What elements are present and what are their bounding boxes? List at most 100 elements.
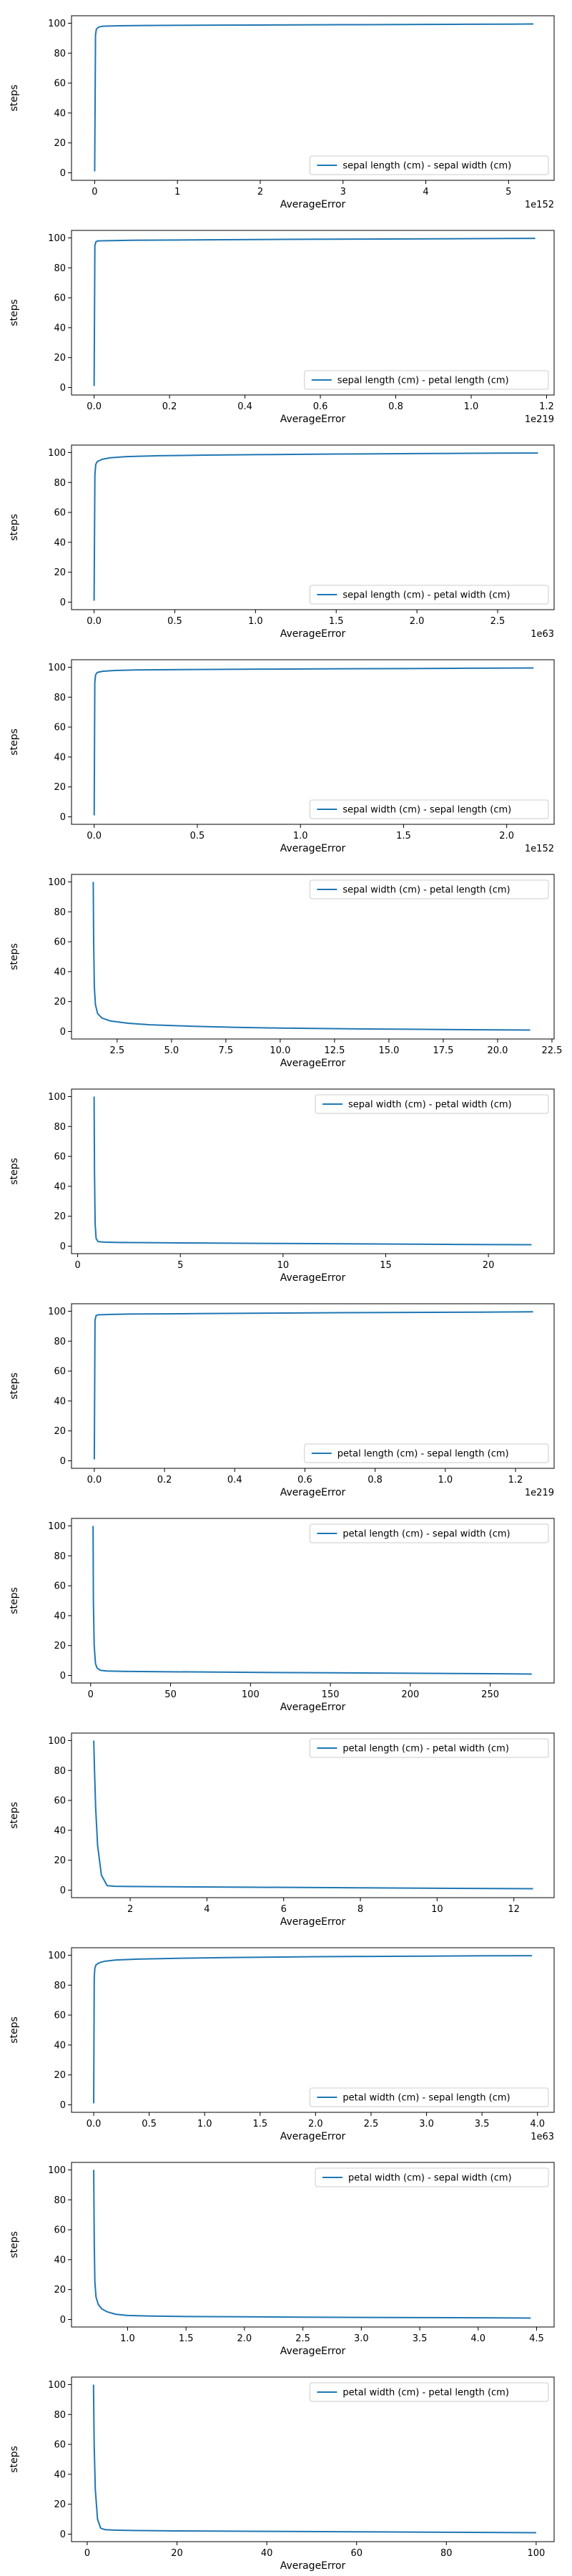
- y-tick-label: 60: [54, 723, 66, 733]
- x-axis-label: AverageError: [280, 1058, 346, 1069]
- legend: petal width (cm) - sepal length (cm): [309, 2087, 549, 2107]
- x-offset-label: 1e219: [525, 1488, 554, 1498]
- x-axis-label: AverageError: [280, 2346, 346, 2357]
- series-line: [93, 2170, 531, 2319]
- series-line: [93, 452, 538, 601]
- series-line: [93, 238, 536, 386]
- plot-frame: [71, 874, 555, 1040]
- plot-frame: [71, 1732, 555, 1898]
- y-tick-label: 20: [54, 353, 66, 364]
- subplot-6: 0 20 40 60 80 100 0 5 10 15 20 AverageError steps sep…: [9, 1088, 555, 1284]
- legend-box: [309, 879, 549, 899]
- legend-label: petal length (cm) - sepal width (cm): [342, 1529, 510, 1540]
- y-axis-label: steps: [9, 1802, 20, 1829]
- legend-box: [309, 799, 549, 819]
- x-axis-label: AverageError: [280, 843, 346, 854]
- x-tick-label: 15.0: [378, 1045, 399, 1056]
- x-tick-label: 20.0: [487, 1045, 508, 1056]
- legend: sepal length (cm) - sepal width (cm): [309, 155, 549, 175]
- y-tick-label: 100: [48, 1951, 66, 1961]
- y-tick-label: 100: [48, 2380, 66, 2391]
- x-axis-label: AverageError: [280, 199, 346, 210]
- x-tick-label: 3.5: [475, 2119, 490, 2129]
- x-tick-label: 0.8: [388, 401, 403, 412]
- x-tick-label: 8: [358, 1904, 363, 1915]
- y-tick-label: 20: [54, 782, 66, 793]
- y-tick-label: 60: [54, 508, 66, 519]
- y-tick-label: 100: [48, 663, 66, 673]
- plot-frame: [71, 230, 555, 396]
- y-tick-label: 40: [54, 752, 66, 763]
- plot-frame: [71, 659, 555, 825]
- x-tick-label: 12: [508, 1904, 520, 1915]
- series-line: [93, 667, 534, 816]
- x-tick-label: 2.0: [499, 831, 514, 841]
- y-tick-label: 60: [54, 2225, 66, 2236]
- y-axis-label: steps: [9, 1372, 20, 1400]
- y-axis-label: steps: [9, 84, 20, 112]
- y-tick-label: 0: [60, 168, 66, 179]
- x-offset-label: 1e152: [525, 200, 554, 210]
- x-axis-label: AverageError: [280, 414, 346, 425]
- x-tick-label: 1: [174, 187, 180, 197]
- subplot-12: 0 20 40 60 80 100 0 20 40 60 80 100 AverageError step…: [9, 2376, 555, 2572]
- x-tick-label: 7.5: [219, 1045, 234, 1056]
- subplot-11: 0 20 40 60 80 100 1.0 1.5 2.0 2.5 3.0 3.5 4.0 4.5 Aver…: [9, 2162, 555, 2357]
- plot-frame: [71, 1518, 555, 1684]
- y-tick-label: 80: [54, 1337, 66, 1347]
- x-tick-label: 2.5: [364, 2119, 379, 2129]
- y-tick-label: 60: [54, 1152, 66, 1163]
- x-tick-label: 2: [127, 1904, 133, 1915]
- y-tick-label: 40: [54, 2469, 66, 2480]
- legend-label: petal length (cm) - sepal length (cm): [337, 1449, 509, 1460]
- x-tick-label: 1.5: [179, 2333, 194, 2344]
- y-tick-label: 20: [54, 138, 66, 149]
- x-tick-label: 3.0: [354, 2333, 369, 2344]
- y-axis-label: steps: [9, 2016, 20, 2044]
- legend-label: sepal width (cm) - sepal length (cm): [342, 805, 511, 816]
- x-tick-label: 4.5: [529, 2333, 544, 2344]
- legend-box: [309, 1523, 549, 1543]
- y-axis-label: steps: [9, 2446, 20, 2473]
- x-tick-label: 0: [74, 1260, 80, 1271]
- x-tick-label: 3: [340, 187, 346, 197]
- y-tick-label: 60: [54, 2011, 66, 2021]
- legend-label: sepal width (cm) - petal length (cm): [342, 885, 510, 896]
- y-axis-label: steps: [9, 2231, 20, 2258]
- x-tick-label: 0.2: [162, 401, 177, 412]
- series-line: [93, 1955, 532, 2104]
- series-line: [93, 1311, 533, 1460]
- x-tick-label: 0.8: [368, 1475, 383, 1485]
- x-axis-label: AverageError: [280, 2560, 346, 2572]
- y-tick-label: 40: [54, 537, 66, 548]
- y-tick-label: 80: [54, 693, 66, 703]
- y-axis-label: steps: [9, 514, 20, 541]
- y-tick-label: 60: [54, 1796, 66, 1807]
- legend: sepal width (cm) - petal length (cm): [309, 879, 549, 899]
- y-tick-label: 80: [54, 478, 66, 489]
- legend-label: sepal length (cm) - petal width (cm): [342, 590, 510, 601]
- y-tick-label: 40: [54, 323, 66, 333]
- x-tick-label: 100: [242, 1689, 260, 1700]
- x-tick-label: 0.5: [142, 2119, 157, 2129]
- series-line: [93, 1740, 533, 1890]
- subplot-4: 0 20 40 60 80 100 0.0 0.5 1.0 1.5 2.0 AverageError s…: [9, 659, 555, 854]
- legend-box: [309, 2382, 549, 2402]
- x-axis-label: AverageError: [280, 1702, 346, 1713]
- y-tick-label: 0: [60, 2529, 66, 2540]
- x-tick-label: 12.5: [324, 1045, 345, 1056]
- y-tick-label: 80: [54, 1766, 66, 1777]
- y-tick-label: 40: [54, 2255, 66, 2265]
- x-tick-label: 0.5: [190, 831, 205, 841]
- legend: petal length (cm) - sepal length (cm): [304, 1443, 549, 1463]
- series-line: [93, 1096, 532, 1246]
- x-tick-label: 5: [177, 1260, 183, 1271]
- y-tick-label: 20: [54, 1855, 66, 1866]
- subplot-7: 0 20 40 60 80 100 0.0 0.2 0.4 0.6 0.8 1.0 1.2 Average…: [9, 1303, 555, 1498]
- legend: sepal width (cm) - petal width (cm): [315, 1094, 549, 1114]
- y-tick-label: 40: [54, 1181, 66, 1192]
- y-tick-label: 0: [60, 1885, 66, 1896]
- y-tick-label: 0: [60, 2100, 66, 2111]
- y-tick-label: 20: [54, 1426, 66, 1437]
- x-tick-label: 3.5: [413, 2333, 428, 2344]
